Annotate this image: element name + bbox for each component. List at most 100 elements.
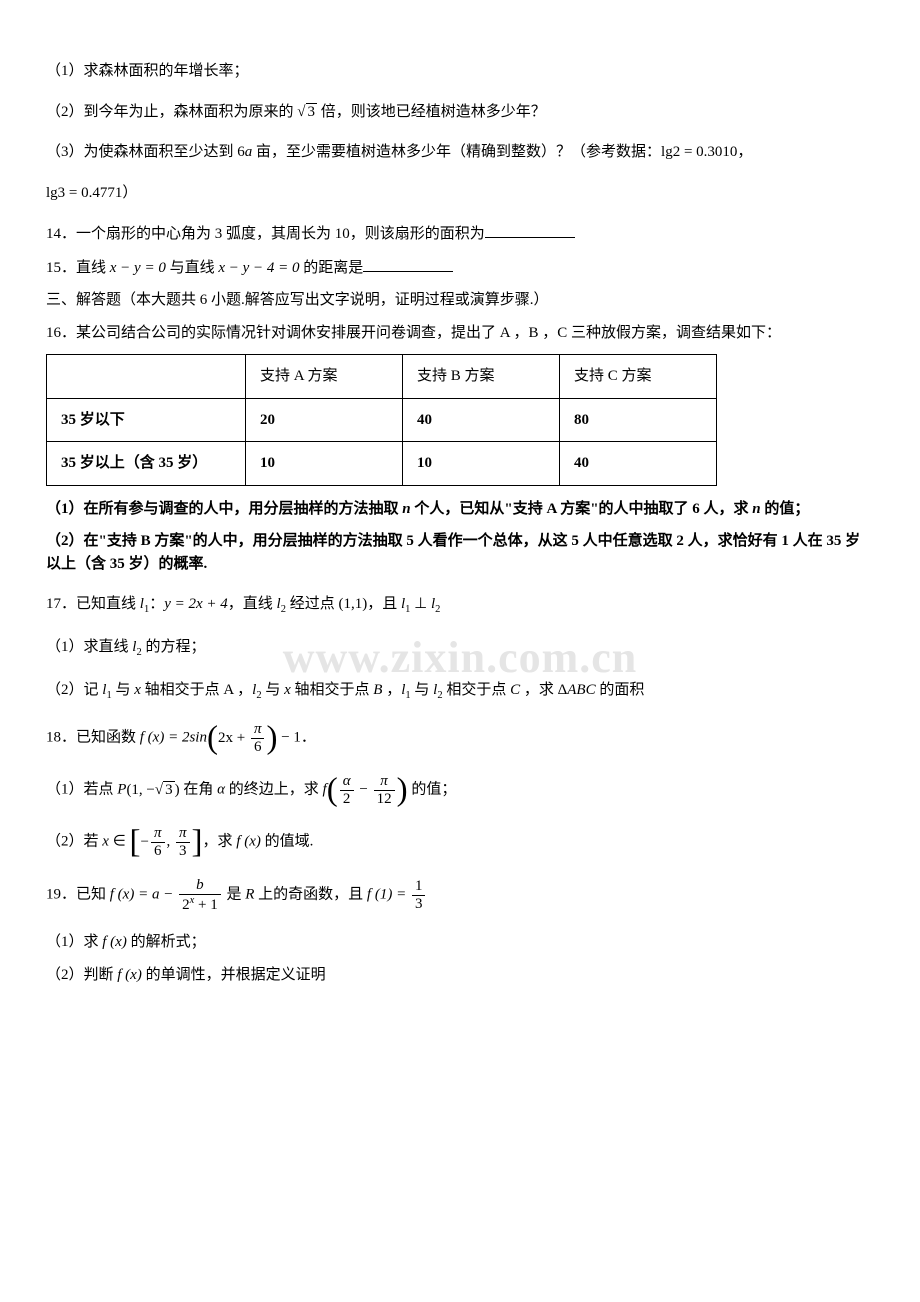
q13-part3b: lg3 = 0.4771） <box>46 182 874 205</box>
eq: y = 2x + 4 <box>164 596 228 612</box>
fx: f (x) <box>102 934 127 950</box>
x: x <box>284 682 291 698</box>
expr: 6a <box>237 144 252 160</box>
table-header-row: 支持 A 方案 支持 B 方案 支持 C 方案 <box>47 355 717 399</box>
table-cell: 支持 B 方案 <box>403 355 560 399</box>
text: ． <box>301 730 316 746</box>
text: − 1 <box>277 730 300 746</box>
fx: f (x) <box>236 834 261 850</box>
text: 15．直线 <box>46 260 110 276</box>
text: 的值； <box>408 782 457 798</box>
eq1: x − y = 0 <box>110 260 166 276</box>
text: 倍，则该地已经植树造林多少年？ <box>317 104 546 120</box>
l1: l1 <box>401 596 410 612</box>
sqrt-icon: 3 <box>297 101 317 124</box>
q18-stem: 18．已知函数 f (x) = 2sin(2x + π6) − 1． <box>46 721 874 755</box>
lg2: lg2 = 0.3010 <box>661 144 737 160</box>
text: 的距离是 <box>300 260 364 276</box>
text: 经过点 <box>286 596 339 612</box>
fx: f (x) <box>117 967 142 983</box>
frac: π3 <box>176 825 190 859</box>
triangle: ΔABC <box>558 682 596 698</box>
text: ， <box>737 144 752 160</box>
q19-part2: （2）判断 f (x) 的单调性，并根据定义证明 <box>46 964 874 987</box>
table-cell <box>47 355 246 399</box>
comma: , <box>167 834 175 850</box>
table-cell: 支持 A 方案 <box>246 355 403 399</box>
a: −π6 <box>141 834 167 850</box>
var-n: n <box>402 501 410 517</box>
point: (1, −3) <box>126 782 179 798</box>
text: 与直线 <box>166 260 219 276</box>
perp-icon: ⊥ <box>410 596 431 612</box>
table-cell: 40 <box>560 442 717 486</box>
x: x <box>134 682 141 698</box>
text: 的终边上，求 <box>225 782 323 798</box>
text: （2）判断 <box>46 967 117 983</box>
text: 与 <box>262 682 285 698</box>
minus: − <box>356 782 372 798</box>
text: 个人，已知从"支持 A 方案"的人中抽取了 6 人，求 <box>411 501 753 517</box>
left-paren-icon: ( <box>327 772 338 808</box>
table-row: 35 岁以上（含 35 岁） 10 10 40 <box>47 442 717 486</box>
q19-part1: （1）求 f (x) 的解析式； <box>46 931 874 954</box>
table-cell: 80 <box>560 398 717 442</box>
alpha: α <box>217 782 225 798</box>
var-n: n <box>752 501 760 517</box>
l1: l1 <box>102 682 111 698</box>
q13-part1: （1）求森林面积的年增长率； <box>46 60 874 83</box>
fx: f (x) = 2sin <box>140 730 207 746</box>
q14: 14．一个扇形的中心角为 3 弧度，其周长为 10，则该扇形的面积为 <box>46 222 874 246</box>
q17-part1: （1）求直线 l2 的方程； <box>46 636 874 661</box>
text: 的面积 <box>596 682 645 698</box>
table-cell: 35 岁以上（含 35 岁） <box>47 442 246 486</box>
text: （1）在所有参与调查的人中，用分层抽样的方法抽取 <box>46 501 402 517</box>
q16-stem: 16．某公司结合公司的实际情况针对调休安排展开问卷调查，提出了 A ，B ，C … <box>46 322 874 345</box>
C: C <box>510 682 520 698</box>
x: x <box>102 834 109 850</box>
q16-part1: （1）在所有参与调查的人中，用分层抽样的方法抽取 n 个人，已知从"支持 A 方… <box>46 498 874 521</box>
text: ，直线 <box>228 596 277 612</box>
frac: α2 <box>340 773 354 807</box>
fx: f (x) = a − <box>110 887 177 903</box>
left-bracket-icon: [ <box>130 824 141 860</box>
q15: 15．直线 x − y = 0 与直线 x − y − 4 = 0 的距离是 <box>46 256 874 280</box>
l1: l1 <box>140 596 149 612</box>
table-cell: 35 岁以下 <box>47 398 246 442</box>
l2: l2 <box>431 596 440 612</box>
text: 在角 <box>180 782 218 798</box>
f1: f (1) = <box>367 887 410 903</box>
text: 的解析式； <box>127 934 206 950</box>
text: 的值域. <box>261 834 314 850</box>
text: 轴相交于点 A ， <box>141 682 252 698</box>
text: 与 <box>112 682 135 698</box>
text: （2）若 <box>46 834 102 850</box>
text: 19．已知 <box>46 887 110 903</box>
text: 亩，至少需要植树造林多少年（精确到整数）？（参考数据： <box>252 144 661 160</box>
l2: l2 <box>433 682 442 698</box>
text: （1）若点 <box>46 782 117 798</box>
table-cell: 10 <box>246 442 403 486</box>
q13-part3a: （3）为使森林面积至少达到 6a 亩，至少需要植树造林多少年（精确到整数）？（参… <box>46 141 874 164</box>
section-3-title: 三、解答题（本大题共 6 小题.解答应写出文字说明，证明过程或演算步骤.） <box>46 289 874 312</box>
text: 与 <box>411 682 434 698</box>
text: 上的奇函数，且 <box>254 887 367 903</box>
left-paren-icon: ( <box>207 720 218 756</box>
q18-part2: （2）若 x ∈ [−π6, π3]，求 f (x) 的值域. <box>46 825 874 859</box>
eq2: x − y − 4 = 0 <box>218 260 299 276</box>
table-cell: 支持 C 方案 <box>560 355 717 399</box>
text: 18．已知函数 <box>46 730 140 746</box>
table-row: 35 岁以下 20 40 80 <box>47 398 717 442</box>
text: （1）求直线 <box>46 639 132 655</box>
q16-part2: （2）在"支持 B 方案"的人中，用分层抽样的方法抽取 5 人看作一个总体，从这… <box>46 530 874 575</box>
text: ） <box>122 185 137 201</box>
text: （2）记 <box>46 682 102 698</box>
right-bracket-icon: ] <box>192 824 203 860</box>
text: 是 <box>223 887 246 903</box>
l2: l2 <box>252 682 261 698</box>
arg: 2x + π6 <box>218 730 266 746</box>
q16-table: 支持 A 方案 支持 B 方案 支持 C 方案 35 岁以下 20 40 80 … <box>46 354 717 486</box>
text: 的单调性，并根据定义证明 <box>142 967 326 983</box>
frac: π12 <box>374 773 395 807</box>
fill-blank <box>485 222 575 238</box>
